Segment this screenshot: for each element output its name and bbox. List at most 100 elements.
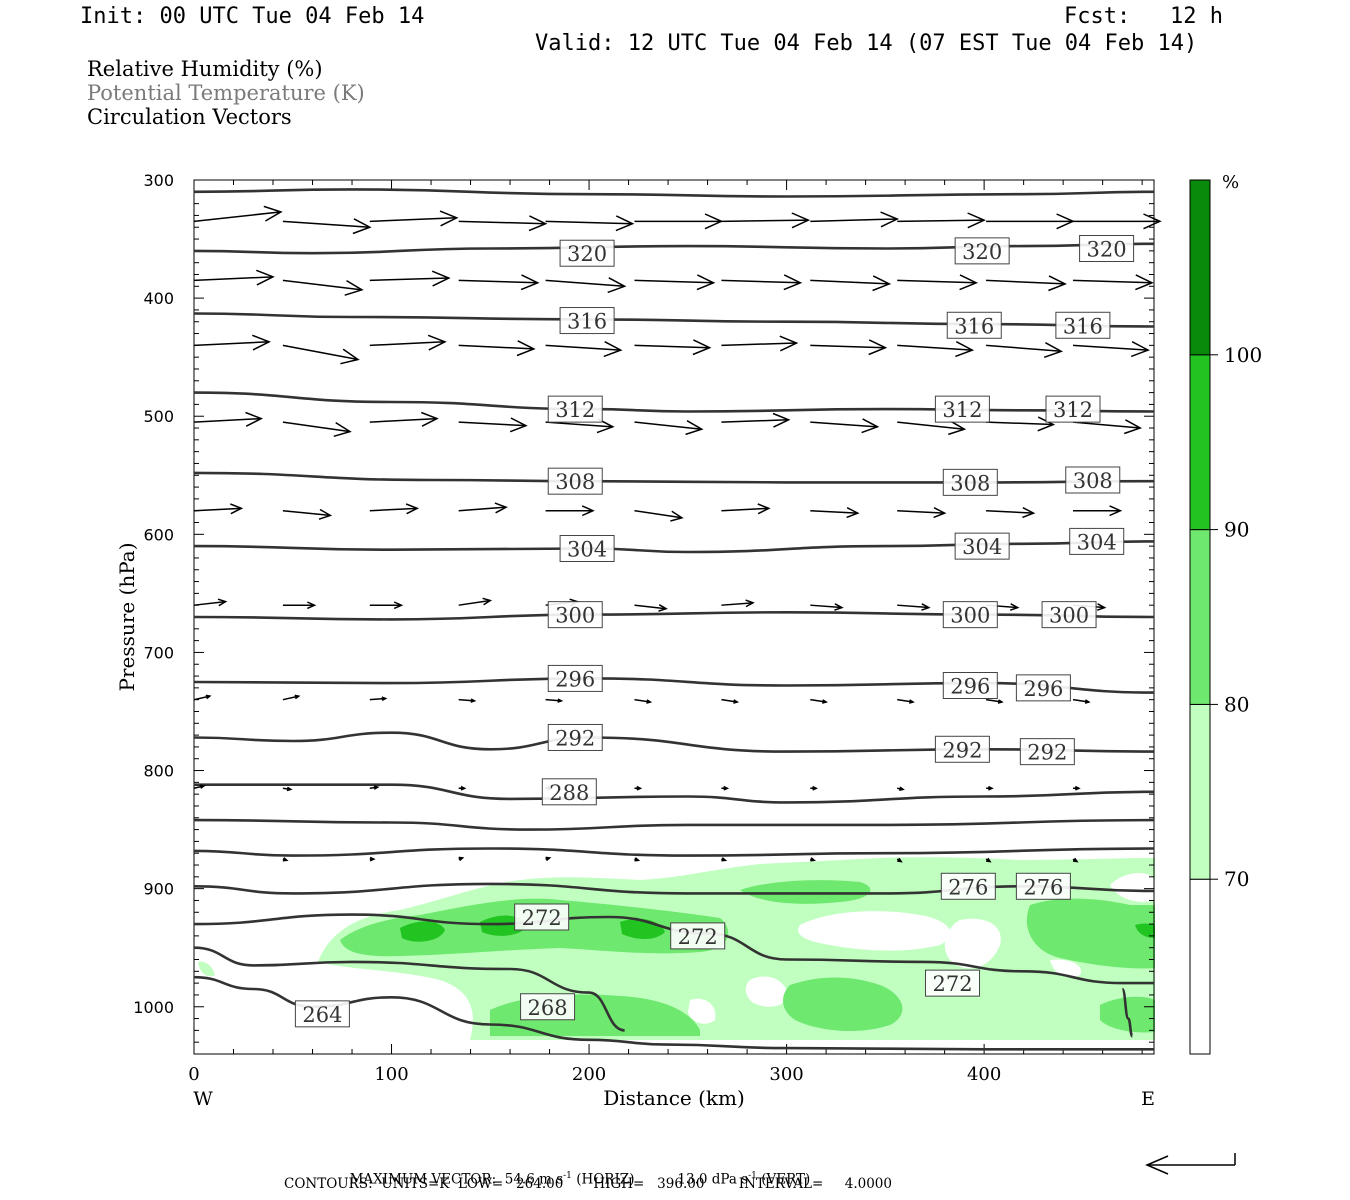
vector-head — [282, 857, 289, 862]
circulation-vector — [986, 785, 994, 791]
vector-head — [997, 699, 1004, 704]
vector-head — [245, 411, 264, 427]
vector-head — [230, 503, 244, 515]
circulation-vector — [1072, 274, 1154, 291]
vector-shaft — [986, 344, 1062, 353]
vector-shaft — [1072, 344, 1149, 351]
contour-labels: 320 320 320 316 316 316 312 312 312 308 308 308 304 3… — [294, 235, 1135, 1028]
circulation-vector — [985, 857, 992, 863]
vector-head — [733, 699, 740, 704]
circulation-vector — [721, 857, 728, 862]
vector-head — [458, 856, 465, 862]
circulation-vector — [193, 411, 264, 427]
contours-info: CONTOURS: UNITS=K LOW= 264.00 HIGH= 396.… — [284, 1176, 892, 1192]
vector-head — [516, 340, 536, 357]
vector-shaft — [458, 698, 475, 702]
vector-shaft — [721, 219, 809, 223]
contour-label-292: 292 — [1019, 738, 1075, 766]
vector-head — [1037, 416, 1056, 432]
vector-shaft — [193, 417, 262, 423]
vector-head — [670, 510, 684, 522]
circulation-vector — [634, 857, 641, 862]
vector-head — [557, 698, 564, 703]
reference-vector-head — [1145, 1155, 1169, 1175]
theta-contours — [193, 188, 1155, 1051]
vector-head — [772, 412, 791, 428]
horiz-max: 54.6 m s — [504, 1171, 564, 1187]
vector-shaft — [721, 342, 797, 347]
vector-shaft — [282, 421, 351, 433]
vector-shaft — [369, 697, 386, 701]
contour-label-box — [1019, 738, 1075, 766]
vector-head — [1130, 341, 1150, 358]
vector-head — [405, 503, 420, 515]
vector-head — [1084, 699, 1091, 704]
circulation-vector — [634, 698, 653, 704]
vector-head — [520, 274, 540, 291]
vector-head — [318, 508, 333, 520]
vector-head — [899, 786, 905, 792]
contour-label-box — [547, 395, 603, 423]
vector-shaft — [545, 220, 633, 225]
theta-contour-296 — [193, 677, 1155, 694]
contour-label-box — [954, 532, 1010, 560]
vector-shaft — [897, 344, 973, 351]
contour-label-308: 308 — [547, 467, 603, 495]
contour-label-264: 264 — [294, 1000, 350, 1028]
circulation-vector — [810, 507, 860, 519]
vector-shaft — [897, 604, 929, 609]
theta-contour-300 — [193, 610, 1155, 621]
circulation-vector — [897, 341, 975, 358]
contour-label-320: 320 — [954, 237, 1010, 265]
circulation-vector — [458, 856, 465, 862]
contour-label-308: 308 — [942, 468, 998, 496]
contour-label-box — [1065, 466, 1121, 494]
y-tick-label: 700 — [143, 643, 174, 662]
contour-label-268: 268 — [520, 993, 576, 1021]
contour-label-box — [547, 664, 603, 692]
x-tick-label: 100 — [374, 1064, 408, 1085]
contour-label-296: 296 — [1015, 674, 1071, 702]
vector-head — [603, 341, 623, 358]
circulation-vector — [458, 785, 467, 791]
contour-label-292: 292 — [934, 735, 990, 763]
vector-head — [721, 857, 728, 862]
vector-head — [791, 212, 811, 229]
vector-head — [821, 699, 828, 704]
circulation-vector — [193, 205, 283, 223]
contour-label-box — [559, 534, 615, 562]
theta-contour-280 — [193, 847, 1155, 857]
circulation-vector — [458, 274, 540, 291]
contour-label-300: 300 — [942, 601, 998, 629]
vector-shaft — [810, 604, 842, 609]
y-tick-label: 800 — [143, 762, 174, 781]
vector-head — [340, 348, 360, 365]
circulation-vector — [810, 275, 892, 292]
vector-head — [607, 277, 627, 294]
y-tick-label: 400 — [143, 289, 174, 308]
contour-label-296: 296 — [942, 672, 998, 700]
vector-head — [615, 215, 635, 232]
contour-label-text: 312 — [555, 398, 595, 422]
contour-label-text: 296 — [1023, 677, 1063, 701]
vector-shaft — [721, 507, 769, 512]
contour-label-box — [942, 468, 998, 496]
contour-label-box — [1041, 601, 1097, 629]
contour-label-box — [1015, 872, 1071, 900]
vector-head — [986, 857, 992, 863]
contour-label-text: 268 — [528, 996, 568, 1020]
circulation-vector — [369, 601, 404, 610]
circulation-vector — [193, 503, 244, 515]
circulation-vector — [193, 784, 206, 789]
vector-head — [933, 507, 947, 519]
contour-label-292: 292 — [547, 723, 603, 751]
vector-head — [205, 694, 212, 700]
circulation-vector — [986, 275, 1067, 292]
circulation-vector — [634, 213, 724, 230]
circulation-vector — [634, 420, 704, 436]
contour-label-box — [559, 239, 615, 267]
contour-label-316: 316 — [1055, 311, 1111, 339]
circulation-vector — [986, 507, 1036, 519]
circulation-vector — [810, 211, 900, 228]
circulation-vector — [897, 420, 967, 436]
